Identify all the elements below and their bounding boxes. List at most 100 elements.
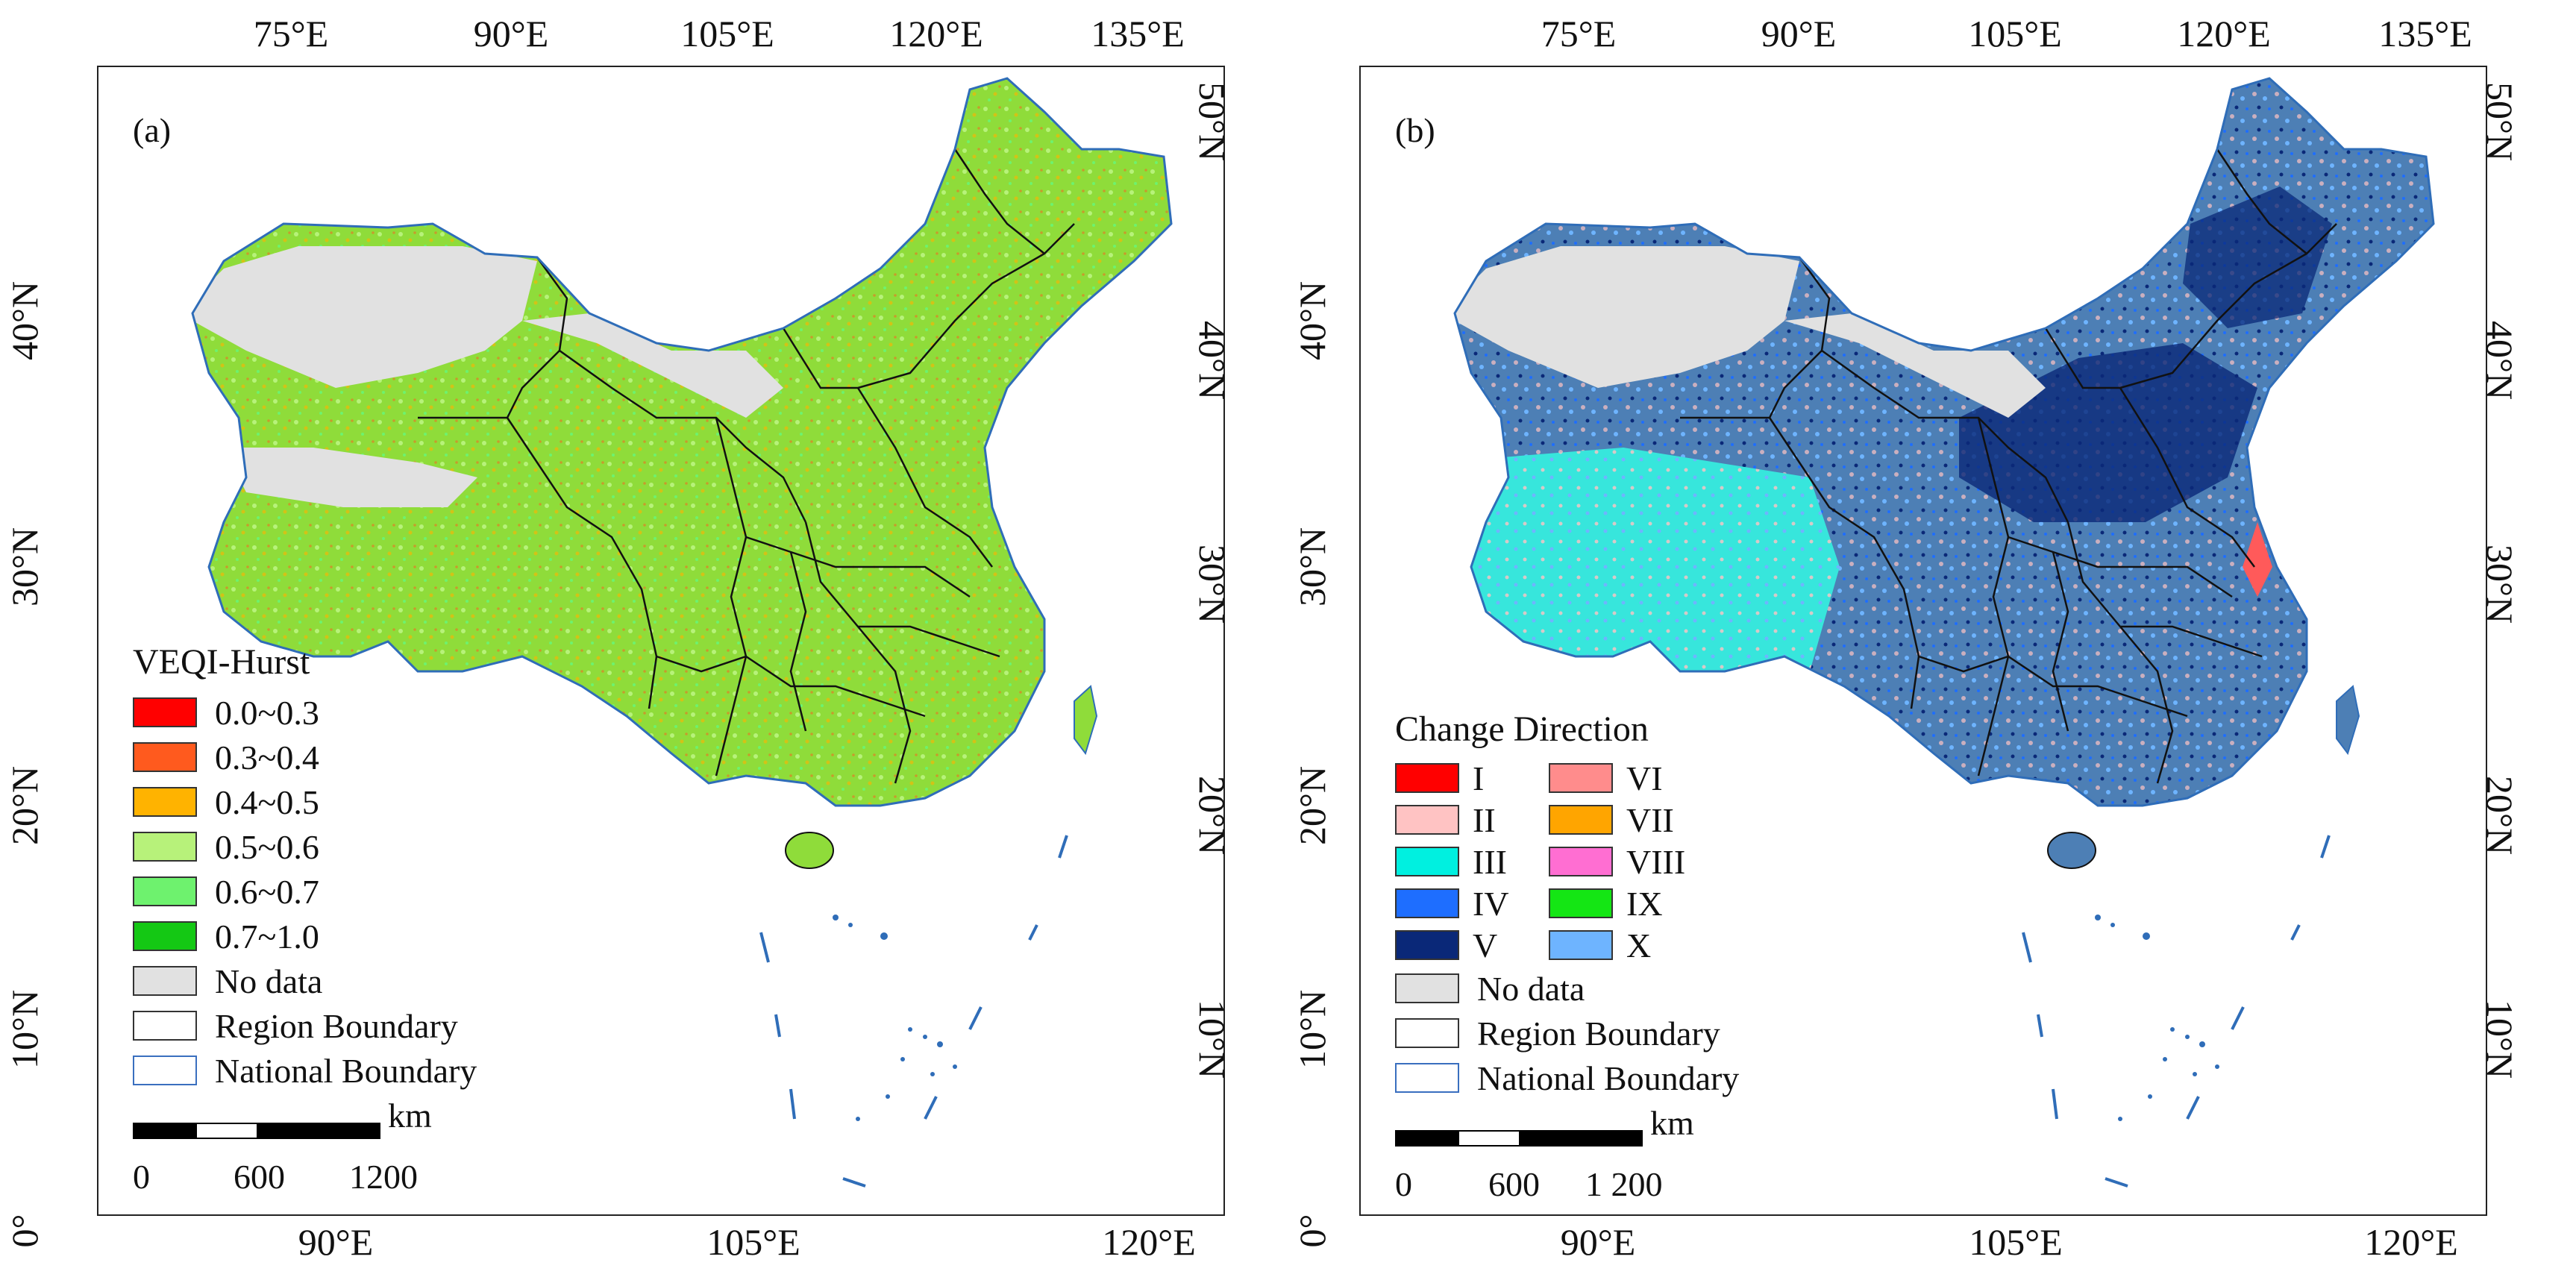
- legend-swatch: [133, 876, 197, 906]
- legend-swatch: [133, 787, 197, 817]
- legend-label: X: [1626, 926, 1652, 964]
- legend-label: 0.3~0.4: [215, 738, 319, 777]
- legend-swatch: [1395, 1063, 1459, 1093]
- bottom-tick: 90°E: [1560, 1221, 1636, 1263]
- legend-swatch: [1395, 763, 1459, 793]
- legend-label: III: [1473, 842, 1507, 881]
- legend-item: 0.4~0.5: [133, 780, 477, 824]
- bottom-tick: 120°E: [2364, 1221, 2458, 1263]
- legend-label: IX: [1626, 884, 1663, 923]
- left-tick: 20°N: [1291, 765, 1333, 846]
- scale-label: 600: [1488, 1165, 1540, 1203]
- legend-item: 0.7~1.0: [133, 914, 477, 959]
- legend-swatch: [1549, 930, 1613, 960]
- scale-segment: [1395, 1130, 1458, 1147]
- legend-swatch: [133, 1056, 197, 1085]
- left-tick: 10°N: [4, 989, 46, 1070]
- legend-item: 0.3~0.4: [133, 735, 477, 780]
- legend-extra-items-b: No data Region Boundary National Boundary: [1395, 966, 1739, 1100]
- south-sea-islands-b: [2095, 915, 2219, 1121]
- map-a: [191, 77, 1173, 1188]
- right-tick: 40°N: [2479, 321, 2521, 401]
- legend-label: National Boundary: [1477, 1058, 1740, 1097]
- scale-unit: km: [1650, 1104, 1694, 1142]
- scale-segment: [1458, 1130, 1520, 1147]
- bottom-tick: 105°E: [1969, 1221, 2063, 1263]
- legend-label: VI: [1626, 759, 1663, 797]
- top-tick: 105°E: [680, 13, 774, 54]
- legend-items-a: 0.0~0.3 0.3~0.4 0.4~0.5 0.5~0.6 0.6~0.7 0.7~1…: [133, 690, 477, 1093]
- panel-label-a: (a): [133, 111, 172, 149]
- panel-b: 75°E 90°E 105°E 120°E 135°E: [1288, 0, 2576, 1286]
- legend-swatch: [133, 697, 197, 727]
- legend-label: VII: [1626, 800, 1674, 839]
- legend-swatch: [1395, 847, 1459, 876]
- legend-label: 0.4~0.5: [215, 782, 319, 821]
- legend-item: III: [1395, 841, 1544, 882]
- scale-label: 600: [234, 1158, 285, 1196]
- legend-item: IV: [1395, 882, 1544, 924]
- right-tick: 10°N: [1191, 1000, 1233, 1079]
- legend-item: National Boundary: [133, 1048, 477, 1093]
- legend-swatch: [1395, 888, 1459, 918]
- legend-item: 0.5~0.6: [133, 824, 477, 869]
- legend-item: No data: [133, 959, 477, 1003]
- legend-item: Region Boundary: [1395, 1011, 1739, 1056]
- scale-segment: [1520, 1130, 1643, 1147]
- left-tick: 10°N: [1291, 989, 1333, 1070]
- scale-label: 0: [1395, 1165, 1412, 1203]
- legend-item: VI: [1549, 757, 1713, 799]
- right-tick: 50°N: [1191, 82, 1233, 162]
- region-boundaries-b: [1680, 148, 2337, 784]
- legend-label: 0.0~0.3: [215, 693, 319, 732]
- scale-segment: [195, 1123, 258, 1139]
- right-tick: 30°N: [1191, 545, 1233, 624]
- panel-a: 75°E 90°E 105°E 120°E 135°E: [4, 13, 1233, 1263]
- legend-label: IV: [1473, 884, 1509, 923]
- left-tick: 40°N: [1291, 280, 1333, 361]
- legend-swatch: [1395, 805, 1459, 835]
- south-sea-boundary-b: [2022, 835, 2331, 1188]
- country-fill-a: [192, 78, 1171, 869]
- top-tick: 75°E: [253, 13, 329, 54]
- legend-swatch: [133, 966, 197, 996]
- legend-b: Change Direction I VI II VII III VIII IV IX V X N…: [1395, 709, 1739, 1206]
- top-tick: 90°E: [473, 13, 549, 54]
- bottom-tick: 120°E: [1102, 1221, 1196, 1263]
- legend-item: 0.6~0.7: [133, 869, 477, 914]
- legend-a: VEQI-Hurst 0.0~0.3 0.3~0.4 0.4~0.5 0.5~0.6 0…: [133, 642, 477, 1199]
- legend-swatch: [133, 832, 197, 862]
- south-sea-boundary-a: [759, 835, 1068, 1188]
- legend-title: VEQI-Hurst: [133, 642, 310, 682]
- legend-label: V: [1473, 926, 1498, 964]
- legend-swatch: [1395, 1018, 1459, 1048]
- legend-items-b: I VI II VII III VIII IV IX V X: [1395, 757, 1739, 966]
- left-tick: 40°N: [4, 280, 46, 361]
- legend-swatch: [1549, 847, 1613, 876]
- top-tick: 135°E: [1091, 13, 1185, 54]
- left-tick: 30°N: [1291, 527, 1333, 607]
- legend-label: No data: [1477, 969, 1585, 1008]
- scale-segment: [258, 1123, 380, 1139]
- top-tick: 120°E: [889, 13, 983, 54]
- legend-label: National Boundary: [215, 1051, 477, 1090]
- region-boundaries-a: [418, 148, 1075, 784]
- right-tick: 50°N: [2479, 82, 2521, 162]
- legend-label: VIII: [1626, 842, 1686, 881]
- legend-item: X: [1549, 924, 1713, 966]
- right-tick: 10°N: [2479, 1000, 2521, 1079]
- bottom-tick: 105°E: [706, 1221, 800, 1263]
- legend-label: II: [1473, 800, 1496, 839]
- top-tick: 90°E: [1761, 13, 1837, 54]
- legend-item: II: [1395, 799, 1544, 841]
- scale-bar-a: km: [133, 1099, 477, 1139]
- legend-swatch: [133, 921, 197, 951]
- scale-labels-a: 0 600 1200: [133, 1157, 477, 1199]
- right-tick: 30°N: [2479, 545, 2521, 624]
- scale-segment: [133, 1123, 195, 1139]
- top-tick: 105°E: [1968, 13, 2062, 54]
- scale-labels-b: 0 600 1 200: [1395, 1164, 1739, 1206]
- legend-label: 0.7~1.0: [215, 917, 319, 956]
- right-tick: 20°N: [1191, 776, 1233, 856]
- top-tick: 135°E: [2378, 13, 2472, 54]
